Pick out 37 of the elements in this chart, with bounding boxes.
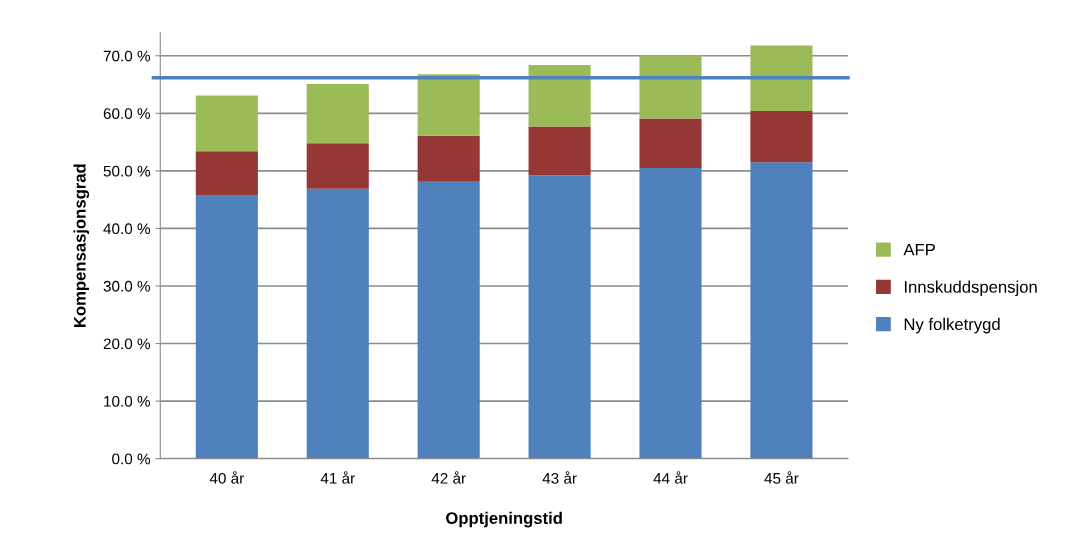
bar	[639, 168, 702, 459]
y-tick-label: 0.0 %	[112, 453, 151, 465]
bar	[195, 95, 258, 152]
bar	[306, 83, 369, 144]
x-tick-label: 44 år	[653, 471, 688, 484]
x-tick-label: 45 år	[764, 471, 799, 484]
bar	[639, 55, 702, 119]
y-axis-title: Kompensasjonsgrad	[73, 164, 90, 328]
x-axis-title: Opptjeningstid	[446, 511, 562, 528]
bar	[306, 143, 369, 189]
y-tick-label: 20.0 %	[103, 338, 151, 350]
legend-label: Innskuddspensjon	[904, 280, 1037, 297]
y-tick-label: 60.0 %	[103, 108, 151, 120]
y-tick-label: 30.0 %	[103, 280, 151, 292]
y-tick-label: 10.0 %	[104, 395, 151, 407]
bar	[417, 135, 480, 182]
bar	[750, 162, 813, 459]
legend-label: AFP	[903, 243, 935, 256]
bar	[528, 175, 591, 459]
bar	[750, 45, 813, 112]
bar	[195, 195, 258, 459]
bar	[306, 188, 369, 459]
bar	[417, 181, 480, 459]
bar	[750, 111, 813, 163]
y-tick-label: 50.0 %	[103, 165, 151, 177]
x-tick-label: 40 år	[209, 471, 244, 484]
bar	[195, 151, 258, 196]
bar	[528, 64, 591, 127]
bar	[528, 126, 591, 176]
y-tick-label: 70.0 %	[103, 50, 151, 62]
legend-label: Ny folketrygd	[904, 317, 1000, 334]
x-tick-label: 43 år	[542, 471, 577, 484]
bar	[639, 118, 702, 169]
x-tick-label: 42 år	[431, 471, 466, 484]
y-tick-label: 40.0 %	[103, 223, 151, 235]
x-tick-label: 41 år	[320, 471, 355, 484]
bar	[417, 74, 480, 136]
